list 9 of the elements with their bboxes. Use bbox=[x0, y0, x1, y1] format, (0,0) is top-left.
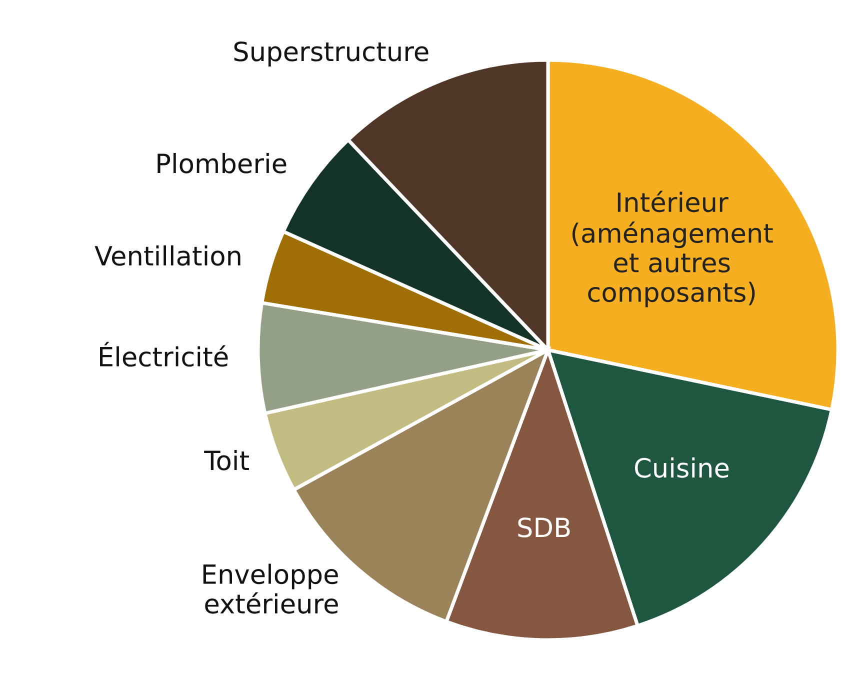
slice-label: Intérieur (aménagement et autres composants) bbox=[572, 190, 773, 308]
slice-label: Cuisine bbox=[634, 457, 729, 478]
slice-label: Électricité bbox=[100, 342, 228, 367]
slice-label: Toit bbox=[204, 450, 249, 470]
slice-label: Ventillation bbox=[94, 245, 240, 266]
slice-label: Superstructure bbox=[234, 41, 428, 67]
slice-label: Plomberie bbox=[158, 152, 286, 174]
slice-label: Enveloppe extérieure bbox=[203, 564, 338, 614]
slice-label: SDB bbox=[518, 517, 570, 538]
